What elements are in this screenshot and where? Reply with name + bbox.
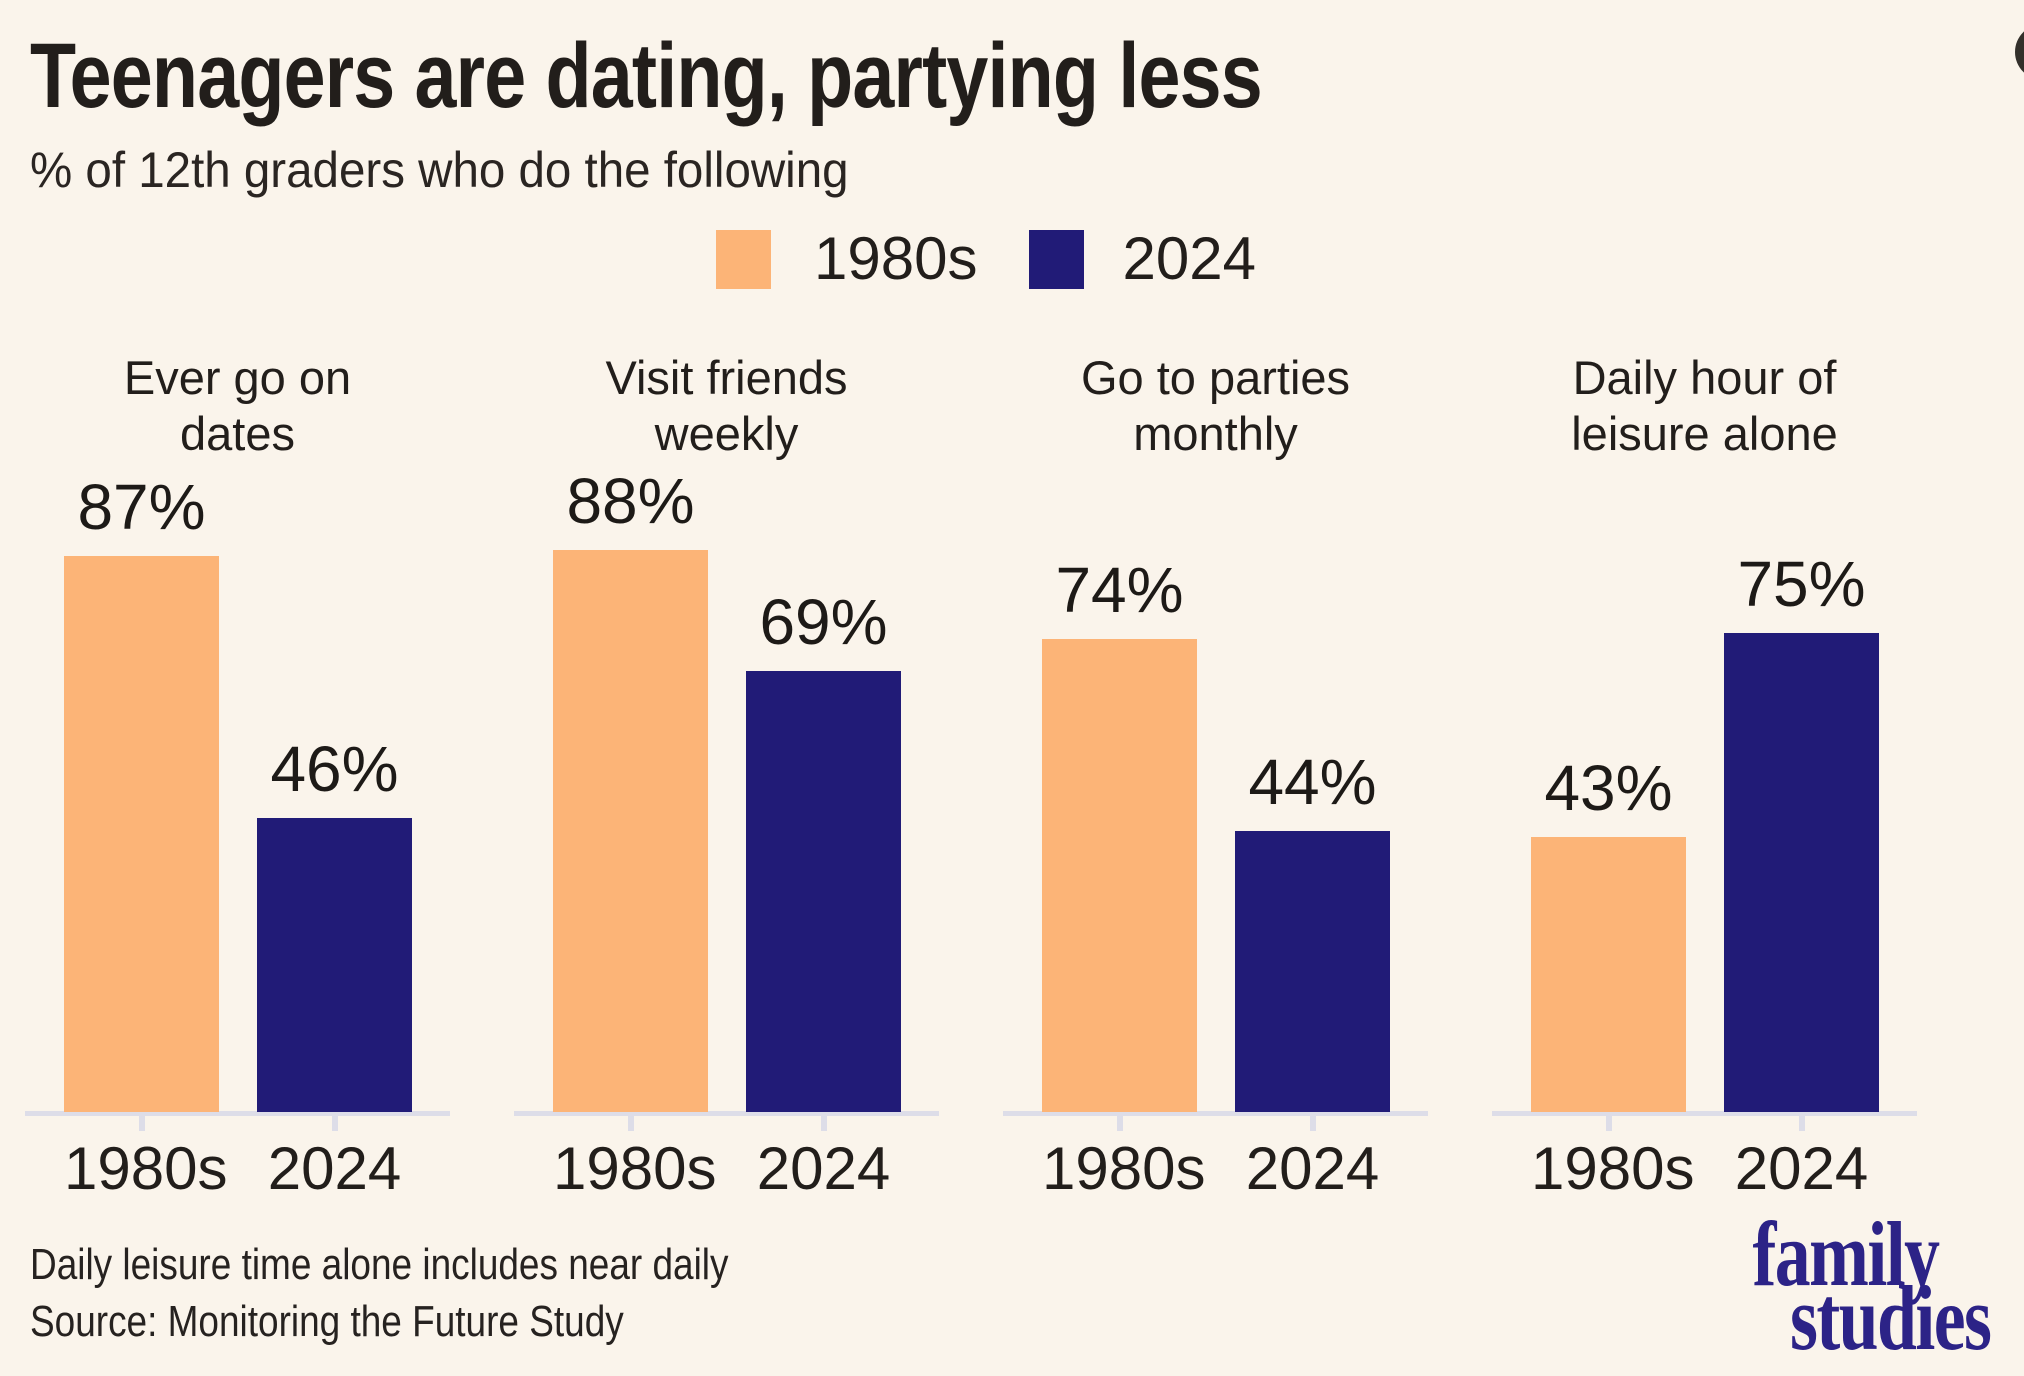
- footnote-line: Daily leisure time alone includes near d…: [30, 1240, 729, 1289]
- axis-tick: [331, 1116, 338, 1131]
- x-axis-line: [1003, 1111, 1428, 1116]
- x-axis-line: [1492, 1111, 1917, 1116]
- bar-1980s: [1042, 639, 1197, 1112]
- panel-daily-hour-of-leisure-alone: Daily hour of leisure alone 43% 1980s 75% 202…: [1492, 330, 1917, 1330]
- value-label: 75%: [1737, 548, 1866, 620]
- bar-1980s: [1531, 837, 1686, 1112]
- family-studies-logo: family studies: [1700, 1203, 1992, 1369]
- value-label: 88%: [566, 465, 695, 537]
- axis-tick: [820, 1116, 827, 1131]
- panel-ever-go-on-dates: Ever go on dates 87% 1980s 46% 2024: [25, 330, 450, 1330]
- logo-word-studies: studies: [1789, 1267, 1992, 1369]
- panel-title: Visit friends weekly: [605, 351, 848, 460]
- footnote: Daily leisure time alone includes near d…: [30, 1236, 728, 1350]
- bar-2024: [1724, 633, 1879, 1112]
- xtick-label-1980s: 1980s: [1531, 1135, 1695, 1202]
- value-label: 69%: [759, 586, 888, 658]
- x-axis-line: [514, 1111, 939, 1116]
- corner-decoration-circle: [2015, 24, 2024, 80]
- xtick-label-1980s: 1980s: [553, 1135, 717, 1202]
- bar-2024: [257, 818, 412, 1112]
- legend-label-2024: 2024: [1122, 225, 1256, 292]
- axis-tick: [1798, 1116, 1805, 1131]
- value-label: 46%: [270, 733, 399, 805]
- bar-2024: [746, 671, 901, 1112]
- x-axis-line: [25, 1111, 450, 1116]
- panel-title: Go to parties monthly: [1080, 351, 1351, 460]
- xtick-label-1980s: 1980s: [1042, 1135, 1206, 1202]
- value-label: 44%: [1248, 746, 1377, 818]
- xtick-label-2024: 2024: [267, 1135, 402, 1202]
- bar-2024: [1235, 831, 1390, 1112]
- panel-go-to-parties-monthly: Go to parties monthly 74% 1980s 44% 2024: [1003, 330, 1428, 1330]
- panel-title: Ever go on dates: [123, 351, 352, 460]
- xtick-label-2024: 2024: [1734, 1135, 1869, 1202]
- value-label: 43%: [1544, 752, 1673, 824]
- logo-word-family: family: [1752, 1203, 1940, 1305]
- xtick-label-1980s: 1980s: [64, 1135, 228, 1202]
- axis-tick: [138, 1116, 145, 1131]
- xtick-label-2024: 2024: [756, 1135, 891, 1202]
- chart-title: Teenagers are dating, partying less: [30, 25, 1263, 127]
- value-label: 87%: [77, 471, 206, 543]
- legend: 1980s 2024: [716, 228, 1256, 290]
- bar-1980s: [553, 550, 708, 1112]
- legend-swatch-1980s: [716, 229, 771, 289]
- axis-tick: [1116, 1116, 1123, 1131]
- axis-tick: [1605, 1116, 1612, 1131]
- panel-visit-friends-weekly: Visit friends weekly 88% 1980s 69% 2024: [514, 330, 939, 1330]
- legend-swatch-2024: [1029, 229, 1085, 289]
- panel-title: Daily hour of leisure alone: [1571, 351, 1838, 460]
- axis-tick: [627, 1116, 634, 1131]
- axis-tick: [1309, 1116, 1316, 1131]
- source-line: Source: Monitoring the Future Study: [30, 1297, 624, 1346]
- chart-subtitle: % of 12th graders who do the following: [30, 142, 849, 198]
- bar-1980s: [64, 556, 219, 1112]
- xtick-label-2024: 2024: [1245, 1135, 1380, 1202]
- legend-label-1980s: 1980s: [814, 225, 978, 292]
- value-label: 74%: [1055, 554, 1184, 626]
